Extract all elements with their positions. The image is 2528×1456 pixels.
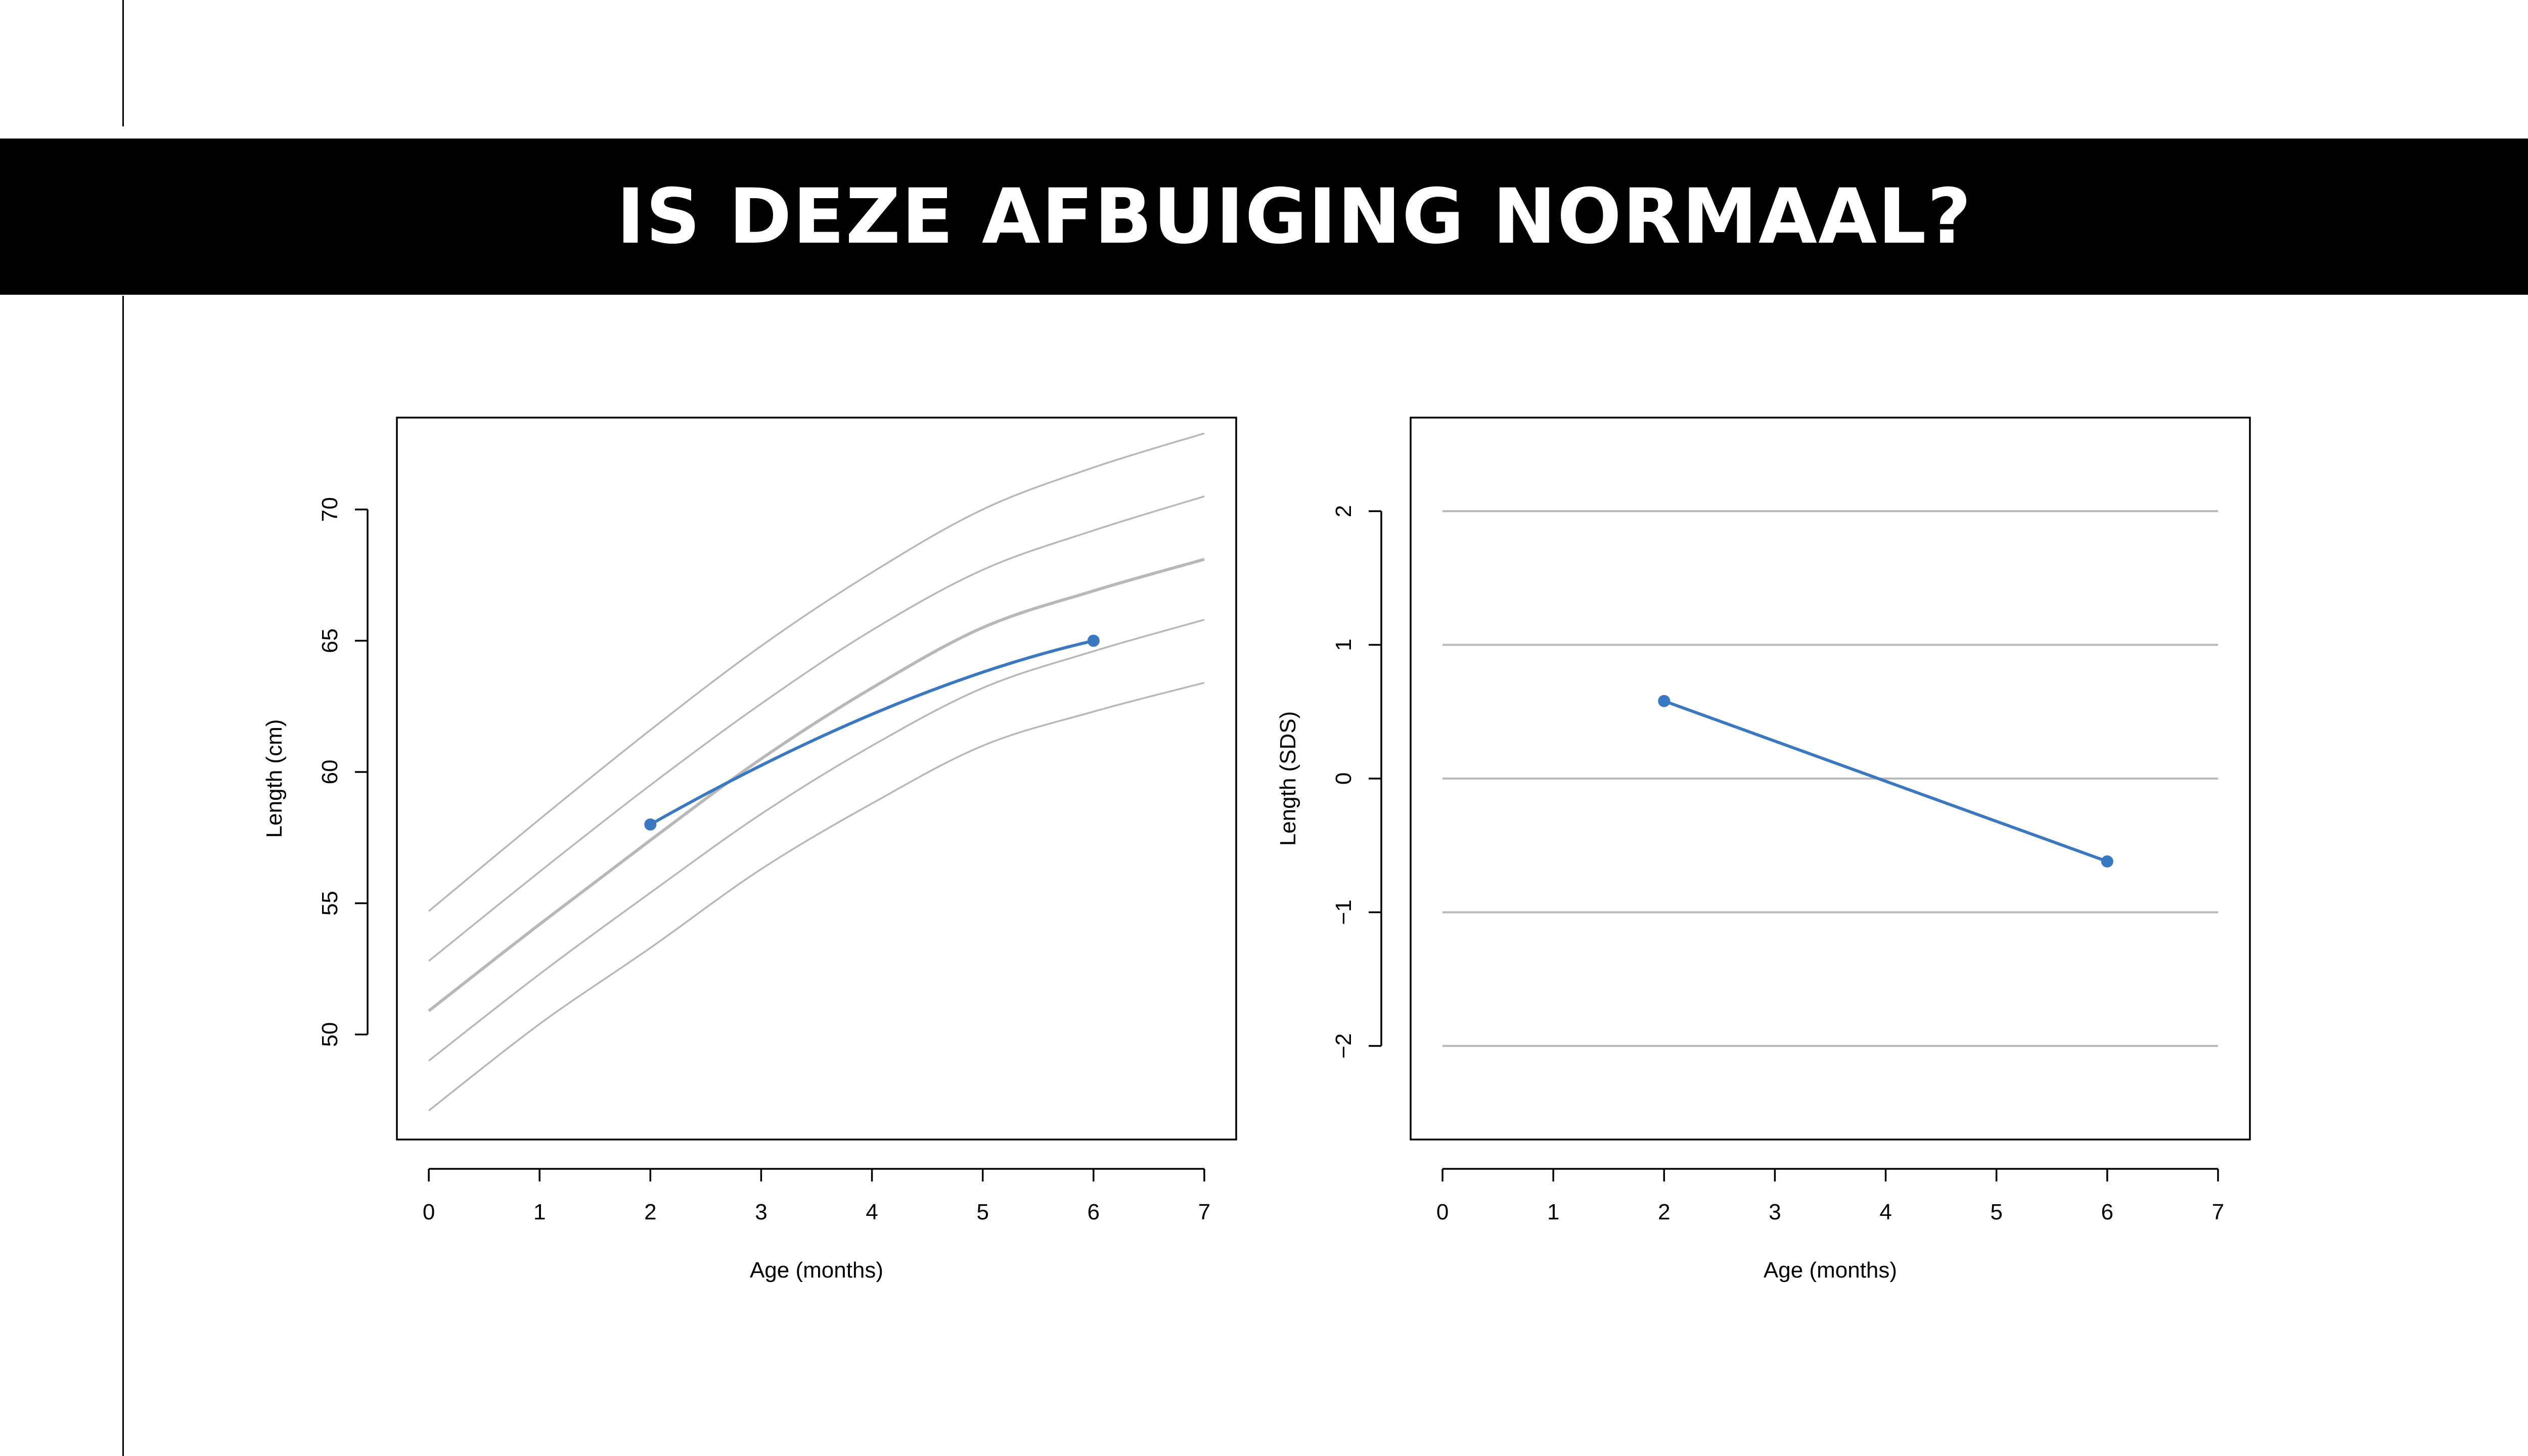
left-margin-line-top (122, 0, 124, 126)
reference-curve (428, 432, 1205, 912)
y-tick-label: −2 (1331, 1033, 1356, 1059)
length-sds-chart: 0 1 2 3 4 5 6 7 Age (months) −2 −1 0 1 2 Length (SDS) (1276, 417, 2251, 1283)
y-tick-label: 65 (318, 628, 342, 653)
y-tick-label: −1 (1331, 899, 1356, 925)
y-axis-label: Length (cm) (262, 719, 287, 838)
x-tick-label: 7 (1198, 1200, 1210, 1224)
x-tick-label: 6 (2101, 1200, 2113, 1224)
x-tick-label: 6 (1088, 1200, 1100, 1224)
x-tick-label: 5 (1990, 1200, 2002, 1224)
reference-curve (428, 558, 1205, 1012)
y-axis-label: Length (SDS) (1276, 711, 1300, 846)
x-tick-label: 7 (2212, 1200, 2224, 1224)
series-line (649, 639, 1094, 826)
y-tick-label: 2 (1331, 505, 1356, 517)
plot-frame (1410, 417, 2251, 1141)
reference-curve (428, 681, 1205, 1112)
x-tick-label: 0 (423, 1200, 435, 1224)
x-tick-label: 3 (1769, 1200, 1781, 1224)
data-point (1658, 695, 1671, 707)
reference-curve (428, 495, 1205, 962)
y-tick-label: 70 (318, 497, 342, 522)
x-tick-label: 4 (866, 1200, 878, 1224)
x-tick-label: 2 (1658, 1200, 1670, 1224)
reference-curve (428, 619, 1205, 1062)
title-banner: IS DEZE AFBUIGING NORMAAL? (0, 139, 2528, 295)
y-tick-label: 1 (1331, 639, 1356, 651)
y-tick-label: 55 (318, 891, 342, 916)
x-tick-label: 5 (976, 1200, 988, 1224)
plot-frame (396, 417, 1237, 1141)
y-tick-label: 0 (1331, 772, 1356, 785)
x-tick-label: 2 (644, 1200, 656, 1224)
y-tick-label: 50 (318, 1022, 342, 1047)
left-margin-line-bottom (122, 296, 124, 1456)
x-tick-label: 3 (755, 1200, 767, 1224)
y-tick-label: 60 (318, 760, 342, 785)
slide-title: IS DEZE AFBUIGING NORMAAL? (616, 172, 1972, 261)
x-tick-label: 1 (533, 1200, 546, 1224)
x-tick-label: 4 (1879, 1200, 1891, 1224)
data-point (1087, 634, 1100, 647)
series-line (1663, 699, 2108, 863)
x-tick-label: 1 (1547, 1200, 1559, 1224)
length-cm-chart: 0 1 2 3 4 5 6 7 Age (months) 50 55 60 65 70 Length (cm… (262, 417, 1237, 1283)
data-point (2101, 855, 2113, 868)
x-tick-label: 0 (1436, 1200, 1449, 1224)
x-axis-label: Age (months) (750, 1258, 883, 1283)
x-axis-label: Age (months) (1764, 1258, 1897, 1283)
data-point (644, 818, 657, 831)
